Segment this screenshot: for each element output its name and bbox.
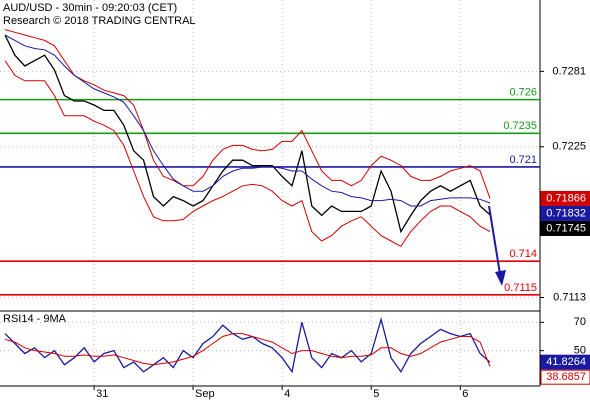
series-line	[4, 60, 491, 248]
forecast-arrow	[488, 205, 506, 286]
y-tick-label: 0.7281	[552, 65, 586, 77]
value-tag-label: 38.6857	[546, 371, 586, 383]
value-tag	[540, 205, 590, 221]
rsi-title: RSI14 - 9MA	[3, 313, 67, 325]
series-line	[4, 333, 491, 367]
value-tag-label: 41.8264	[546, 356, 586, 368]
value-tag	[540, 369, 590, 385]
chart-subtitle: Research © 2018 TRADING CENTRAL	[3, 15, 196, 27]
level-label: 0.726	[509, 87, 537, 99]
chart-title: AUD/USD - 30min - 09:20:03 (CET)	[3, 2, 177, 14]
x-tick-label: 4	[284, 388, 290, 400]
series-line	[4, 34, 491, 234]
level-label: 0.7235	[503, 120, 537, 132]
series-line	[4, 29, 491, 199]
y-tick-label: 50	[574, 345, 586, 357]
y-tick-label: 0.7225	[552, 141, 586, 153]
x-tick-label: Sep	[195, 388, 215, 400]
level-label: 0.714	[509, 248, 537, 260]
x-tick-label: 6	[462, 388, 468, 400]
arrow-shaft	[488, 205, 501, 275]
value-tag	[540, 190, 590, 206]
series-line	[4, 317, 491, 374]
y-tick-label: 70	[574, 316, 586, 328]
arrow-head	[495, 270, 506, 286]
series-line	[4, 34, 491, 207]
x-tick-label: 5	[373, 388, 379, 400]
value-tag-label: 0.71745	[546, 222, 586, 234]
value-tag-label: 0.71832	[546, 207, 586, 219]
value-tag	[540, 220, 590, 236]
value-tag-label: 0.71866	[546, 192, 586, 204]
y-tick-label: 0.7113	[553, 291, 586, 303]
value-tag	[540, 354, 590, 370]
x-tick-label: 31	[96, 388, 108, 400]
level-label: 0.721	[509, 154, 537, 166]
level-label: 0.7115	[504, 282, 537, 294]
